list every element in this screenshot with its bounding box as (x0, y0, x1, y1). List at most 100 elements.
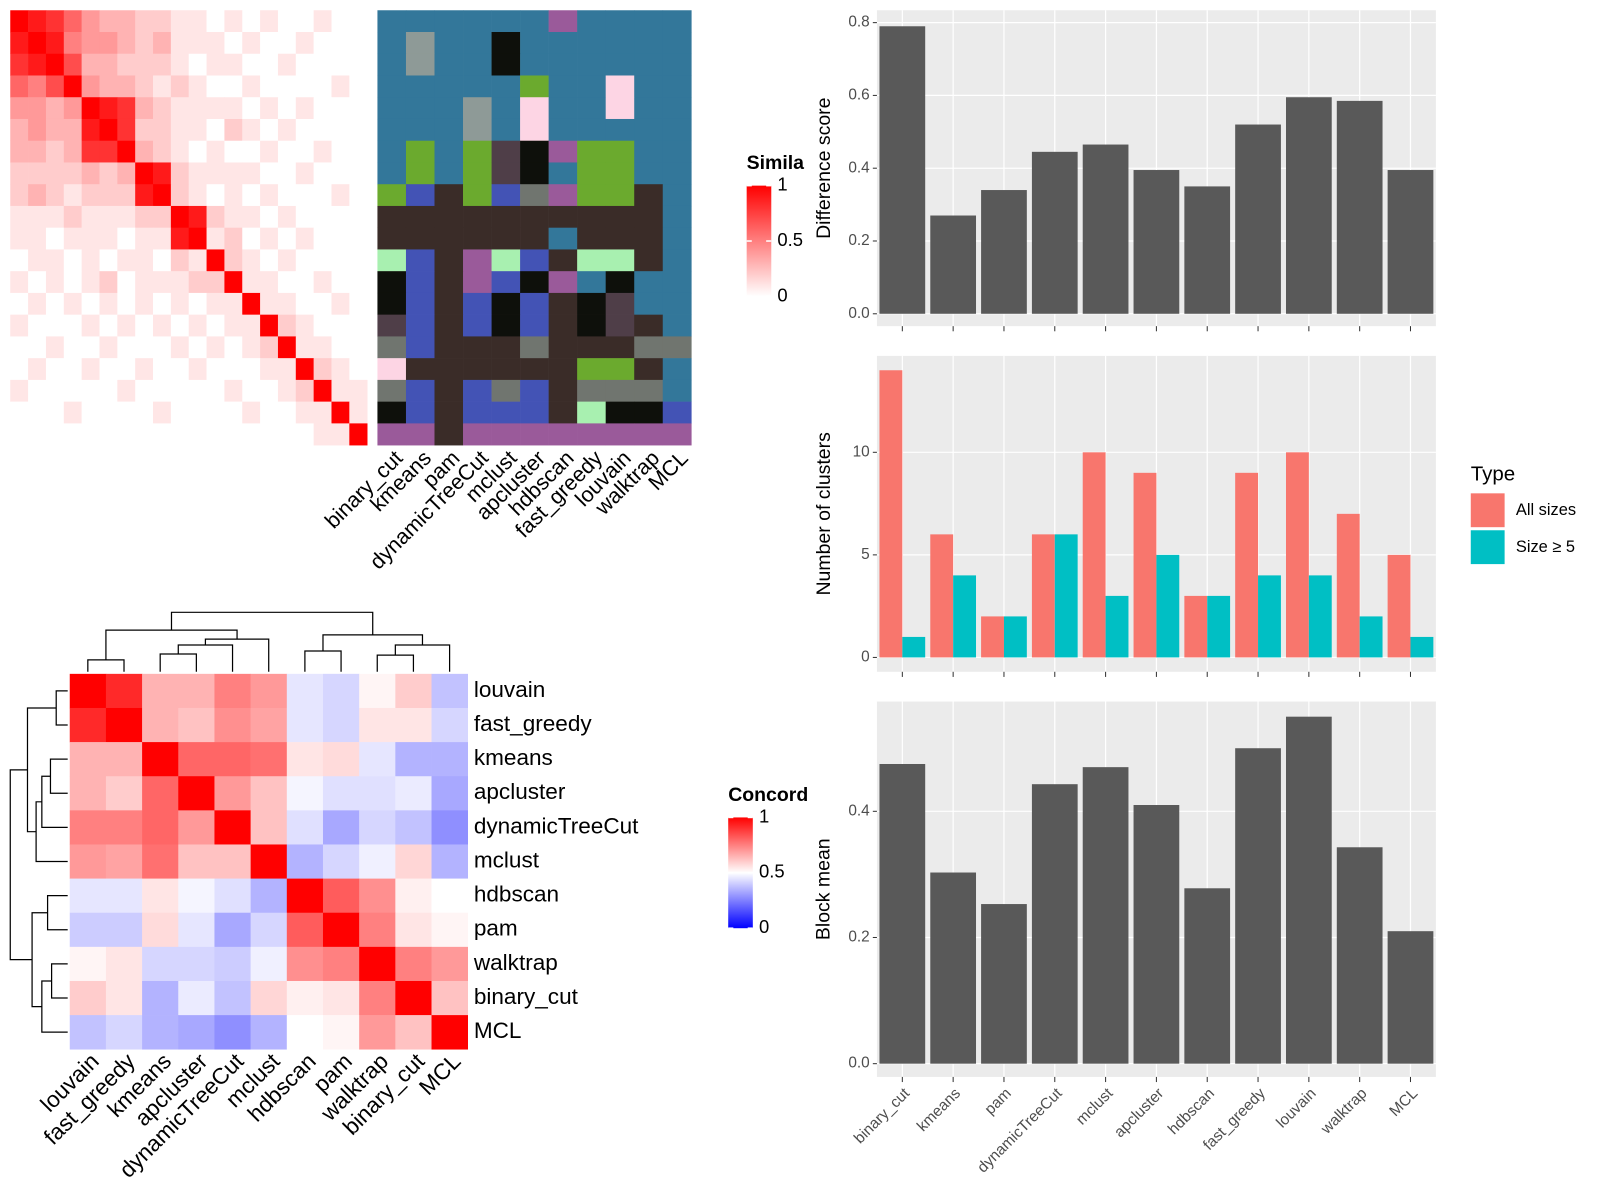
class-cell (634, 271, 664, 294)
heatmap-cell (277, 314, 297, 337)
bar (1285, 452, 1309, 658)
class-cell (634, 184, 664, 207)
heatmap-cell (178, 946, 215, 982)
heatmap-cell (45, 358, 65, 381)
heatmap-cell (431, 810, 468, 845)
heatmap-cell (313, 358, 332, 381)
dendrogram (9, 690, 68, 1033)
heatmap-cell (45, 249, 65, 272)
class-cell (520, 184, 549, 207)
heatmap-cell (260, 184, 279, 207)
bar (1235, 472, 1259, 658)
heatmap-cell (99, 97, 118, 120)
class-cell (405, 75, 435, 98)
heatmap-cell (135, 184, 154, 207)
class-cell (577, 314, 606, 337)
heatmap-cell (260, 75, 279, 98)
heatmap-cell (242, 379, 261, 402)
class-cell (662, 292, 692, 315)
heatmap-cell (99, 423, 118, 446)
heatmap-cell (242, 205, 261, 228)
heatmap-cell (135, 271, 154, 294)
heatmap-cell (242, 162, 261, 185)
heatmap-cell (295, 205, 314, 228)
heatmap-cell (28, 32, 47, 55)
heatmap-cell (45, 205, 65, 228)
class-cell (520, 314, 549, 337)
y-tick-label: 10 (853, 443, 870, 460)
heatmap-cell (135, 118, 154, 142)
class-cell (434, 184, 464, 207)
class-cell (377, 53, 407, 76)
heatmap-cell (117, 358, 136, 381)
heatmap-cell (242, 227, 261, 250)
heatmap-cell (214, 912, 251, 948)
heatmap-cell (170, 10, 190, 33)
heatmap-cell (105, 776, 143, 811)
y-tick-label: 0.0 (848, 1055, 869, 1072)
heatmap-cell (359, 707, 396, 743)
heatmap-cell (105, 707, 143, 743)
bar (1133, 805, 1180, 1064)
heatmap-cell (250, 742, 288, 777)
class-cell (605, 10, 635, 33)
heatmap-cell (277, 75, 297, 98)
heatmap-cell (331, 184, 350, 207)
heatmap-cell (45, 423, 65, 446)
class-cell (577, 227, 606, 250)
class-cell (662, 75, 692, 98)
heatmap-cell (28, 227, 47, 250)
heatmap-cell (331, 271, 350, 294)
heatmap-cell (295, 379, 314, 402)
class-cell (520, 227, 549, 250)
legend-label: Size ≥ 5 (1516, 538, 1575, 556)
heatmap-cell (10, 401, 29, 424)
class-cell (577, 10, 606, 33)
heatmap-cell (135, 227, 154, 250)
heatmap-cell (170, 358, 190, 381)
heatmap-cell (224, 379, 243, 402)
class-cell (577, 379, 606, 402)
heatmap-cell (322, 878, 360, 914)
heatmap-cell (295, 423, 314, 446)
heatmap-cell (260, 249, 279, 272)
heatmap-cell (322, 707, 360, 743)
heatmap-cell (142, 776, 179, 811)
heatmap-cell (10, 10, 29, 33)
heatmap-cell (10, 249, 29, 272)
class-cell (434, 358, 464, 381)
class-cell (463, 401, 492, 424)
class-cell (520, 118, 549, 142)
class-cell (463, 97, 492, 120)
heatmap-cell (431, 946, 468, 982)
bar (930, 215, 977, 314)
x-tick-label: dynamicTreeCut (974, 1084, 1066, 1176)
heatmap-cell (206, 292, 225, 315)
class-cell (605, 358, 635, 381)
heatmap-cell (69, 878, 107, 914)
bar (1003, 616, 1027, 658)
heatmap-cell (99, 53, 118, 76)
heatmap-cell (117, 140, 136, 163)
class-cell (605, 140, 635, 163)
heatmap-cell (188, 423, 207, 446)
heatmap-cell (81, 358, 100, 381)
heatmap-cell (250, 844, 288, 879)
heatmap-cell (135, 75, 154, 98)
class-cell (405, 336, 435, 359)
heatmap-cell (28, 140, 47, 163)
class-cell (491, 336, 521, 359)
heatmap-cell (28, 184, 47, 207)
heatmap-cell (28, 379, 47, 402)
heatmap-cell (170, 336, 190, 359)
class-cell (491, 75, 521, 98)
heatmap-cell (224, 184, 243, 207)
heatmap-cell (170, 401, 190, 424)
heatmap-cell (69, 673, 107, 709)
class-cell (605, 97, 635, 120)
heatmap-cell (250, 810, 288, 845)
heatmap-cell (260, 227, 279, 250)
heatmap-cell (395, 673, 432, 709)
bar (1285, 716, 1332, 1064)
class-cell (548, 249, 578, 272)
